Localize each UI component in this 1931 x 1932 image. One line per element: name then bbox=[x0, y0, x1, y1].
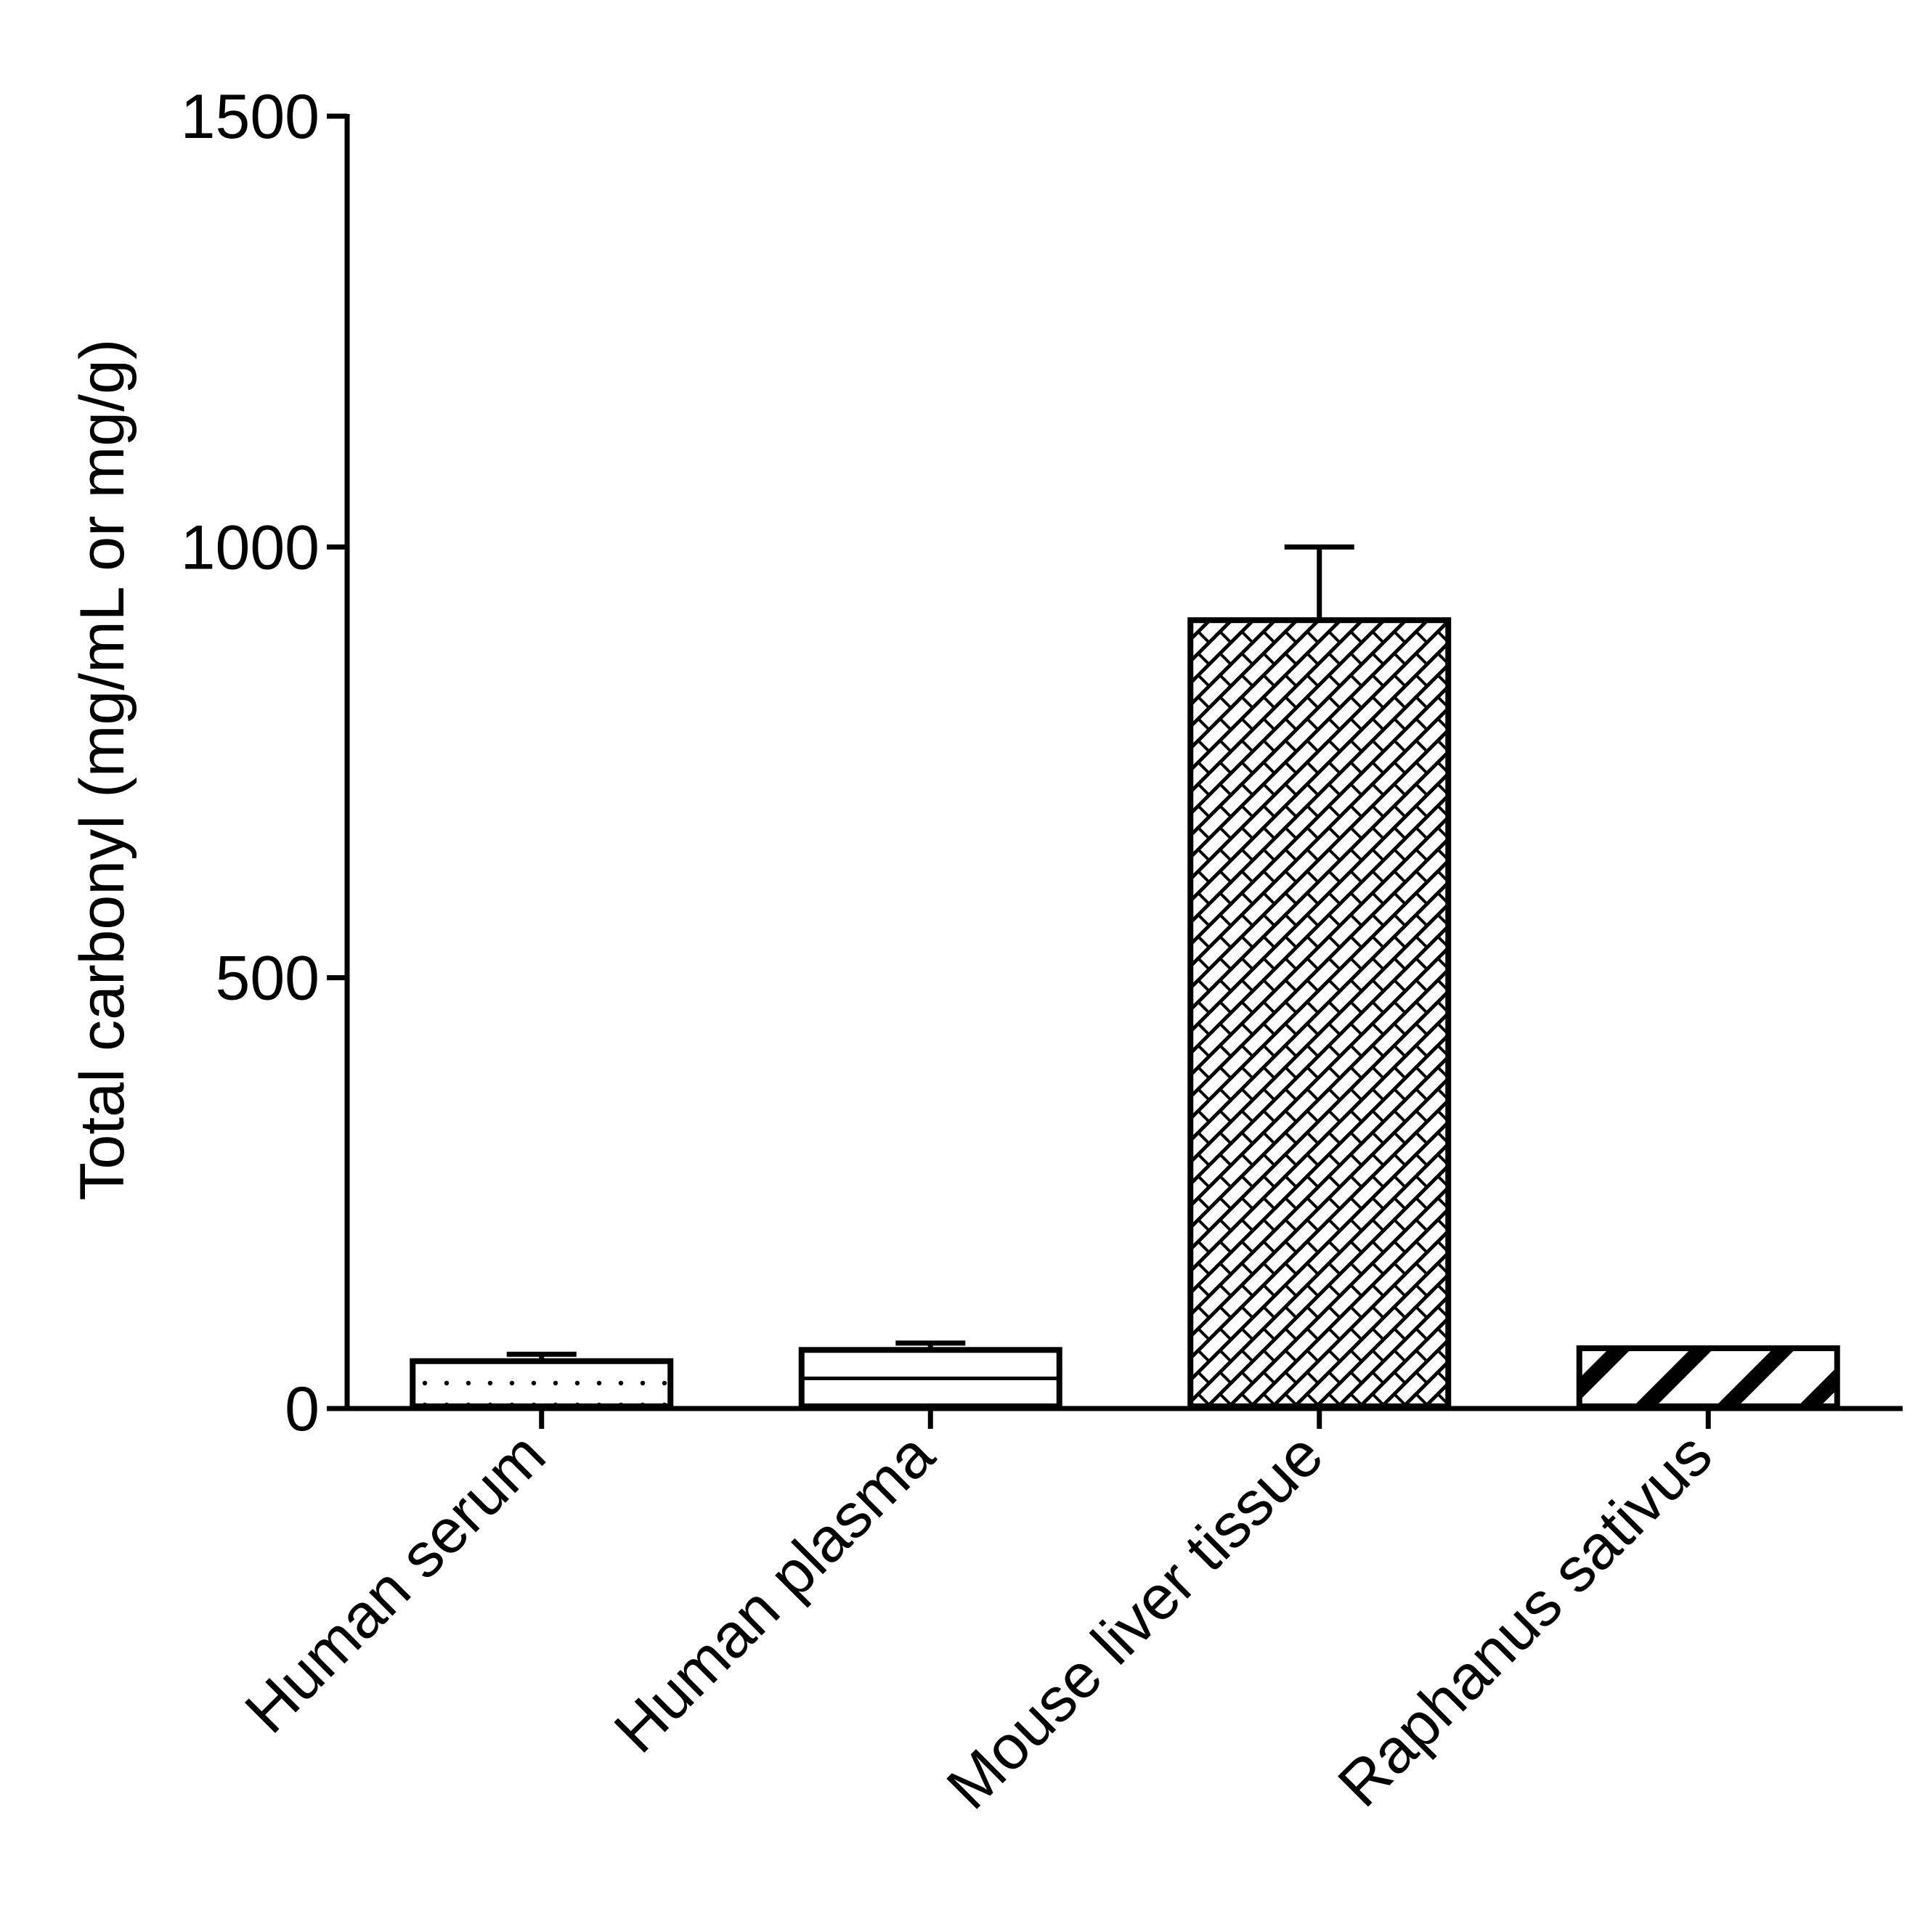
y-tick-label: 0 bbox=[285, 1374, 320, 1444]
bar bbox=[410, 1358, 674, 1409]
x-tick-label: Mouse liver tissue bbox=[934, 1420, 1337, 1823]
bars bbox=[410, 544, 1840, 1410]
bar bbox=[1187, 617, 1452, 1410]
x-tick-label: Human serum bbox=[232, 1420, 558, 1747]
y-tick-label: 1500 bbox=[181, 82, 320, 152]
bar bbox=[1576, 1345, 1840, 1410]
x-tick-label: Human plasma bbox=[601, 1419, 948, 1766]
y-tick-label: 1000 bbox=[181, 513, 320, 582]
x-tick-label: Raphanus sativus bbox=[1325, 1420, 1725, 1820]
y-tick-label: 500 bbox=[216, 944, 320, 1014]
y-axis-title: Total carbonyl (mg/mL or mg/g) bbox=[68, 339, 137, 1201]
bar bbox=[798, 1347, 1062, 1409]
y-axis: 0 500 1000 1500 bbox=[181, 82, 350, 1444]
